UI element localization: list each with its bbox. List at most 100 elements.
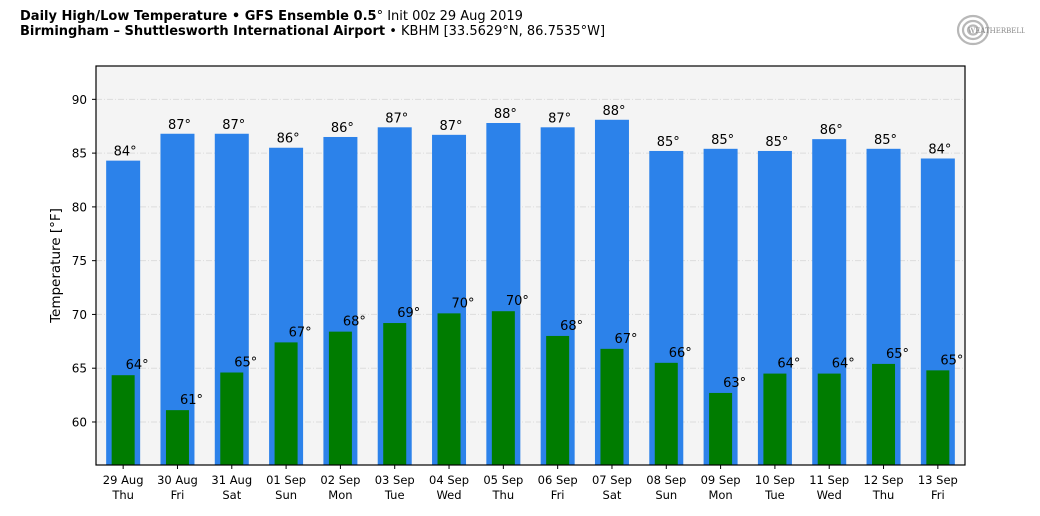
x-tick-weekday: Mon	[328, 488, 352, 502]
low-bar	[872, 363, 896, 465]
plot-frame	[95, 65, 966, 466]
low-bar	[709, 392, 733, 465]
y-tick-label: 80	[72, 200, 87, 214]
low-label: 67°	[614, 332, 637, 347]
y-tick-label: 70	[72, 308, 87, 322]
low-bar	[328, 331, 352, 465]
x-tick-weekday: Tue	[384, 488, 405, 502]
x-tick-date: 30 Aug	[157, 473, 198, 487]
low-label: 65°	[234, 356, 257, 371]
low-bar	[165, 410, 189, 465]
x-tick-weekday: Fri	[551, 488, 565, 502]
low-label: 70°	[506, 294, 529, 309]
x-tick-date: 02 Sep	[320, 473, 360, 487]
logo-text: WEATHERBELL	[968, 27, 1025, 35]
low-bar	[220, 372, 244, 465]
x-tick-date: 05 Sep	[483, 473, 523, 487]
y-axis-ticks: 60 65 70 75 80 85 90	[72, 93, 96, 429]
low-bar	[654, 362, 678, 465]
high-bar	[160, 133, 195, 466]
x-tick-weekday: Sat	[603, 488, 622, 502]
high-label: 85°	[657, 135, 680, 150]
high-label: 85°	[711, 133, 734, 148]
x-tick-date: 07 Sep	[592, 473, 632, 487]
y-tick-label: 85	[72, 147, 87, 161]
low-label: 67°	[289, 325, 312, 340]
x-tick-date: 10 Sep	[755, 473, 795, 487]
low-bar	[383, 323, 407, 465]
title-degree: °	[376, 9, 384, 24]
x-tick-date: 12 Sep	[864, 473, 904, 487]
high-label: 86°	[277, 132, 300, 147]
y-axis-label: Temperature [°F]	[48, 208, 64, 324]
low-label: 70°	[452, 296, 475, 311]
high-label: 85°	[874, 133, 897, 148]
high-label: 87°	[548, 111, 571, 126]
x-tick-weekday: Sat	[222, 488, 241, 502]
title-line-2: Birmingham – Shuttlesworth International…	[20, 24, 605, 39]
low-bars	[111, 311, 950, 465]
low-bar	[491, 311, 515, 465]
high-label: 87°	[385, 111, 408, 126]
x-tick-date: 04 Sep	[429, 473, 469, 487]
x-tick-weekday: Fri	[171, 488, 185, 502]
low-label: 65°	[886, 347, 909, 362]
low-label: 64°	[126, 358, 149, 373]
title-init: Init 00z 29 Aug 2019	[383, 9, 523, 24]
low-bar	[600, 348, 624, 465]
low-bar	[111, 375, 135, 465]
y-tick-label: 65	[72, 362, 87, 376]
title-main: Daily High/Low Temperature • GFS Ensembl…	[20, 9, 377, 24]
low-label: 63°	[723, 376, 746, 391]
low-bar	[926, 370, 950, 465]
low-label: 64°	[777, 357, 800, 372]
y-tick-label: 60	[72, 415, 87, 429]
weatherbell-logo: WEATHERBELL	[955, 12, 1026, 48]
high-label: 88°	[494, 107, 517, 122]
x-tick-date: 06 Sep	[538, 473, 578, 487]
x-tick-date: 03 Sep	[375, 473, 415, 487]
station-coords: • KBHM [33.5629°N, 86.7535°W]	[385, 24, 606, 39]
low-bar	[437, 313, 461, 465]
x-tick-date: 31 Aug	[211, 473, 252, 487]
chart-title: Daily High/Low Temperature • GFS Ensembl…	[20, 9, 605, 39]
x-tick-weekday: Fri	[931, 488, 945, 502]
low-bar	[274, 342, 298, 465]
x-tick-date: 09 Sep	[701, 473, 741, 487]
low-label: 68°	[560, 319, 583, 334]
station-name: Birmingham – Shuttlesworth International…	[20, 24, 386, 39]
title-line-1: Daily High/Low Temperature • GFS Ensembl…	[20, 9, 605, 24]
x-tick-weekday: Sun	[655, 488, 677, 502]
high-label: 87°	[168, 118, 191, 133]
low-bar	[817, 373, 841, 465]
high-label: 86°	[331, 121, 354, 136]
y-tick-label: 75	[72, 254, 87, 268]
low-bar	[546, 335, 570, 465]
x-tick-date: 08 Sep	[646, 473, 686, 487]
x-tick-weekday: Thu	[492, 488, 515, 502]
high-label: 86°	[820, 123, 843, 138]
low-label: 66°	[669, 346, 692, 361]
x-tick-weekday: Sun	[275, 488, 297, 502]
high-label: 88°	[602, 104, 625, 119]
y-tick-label: 90	[72, 93, 87, 107]
low-label: 69°	[397, 306, 420, 321]
high-label: 84°	[114, 145, 137, 160]
x-tick-weekday: Tue	[764, 488, 785, 502]
x-tick-weekday: Thu	[111, 488, 134, 502]
x-tick-weekday: Thu	[872, 488, 895, 502]
x-tick-weekday: Mon	[708, 488, 732, 502]
low-label: 68°	[343, 315, 366, 330]
x-tick-date: 29 Aug	[103, 473, 144, 487]
x-tick-date: 11 Sep	[809, 473, 849, 487]
high-label: 87°	[440, 119, 463, 134]
low-label: 65°	[940, 353, 963, 368]
data-labels: 84° 64° 87° 61° 87° 65° 86° 67° 86° 68° 87° 69° 87° 7…	[114, 104, 964, 408]
high-label: 84°	[928, 142, 951, 157]
x-tick-date: 01 Sep	[266, 473, 306, 487]
x-tick-date: 13 Sep	[918, 473, 958, 487]
high-label: 85°	[765, 135, 788, 150]
low-label: 64°	[832, 357, 855, 372]
